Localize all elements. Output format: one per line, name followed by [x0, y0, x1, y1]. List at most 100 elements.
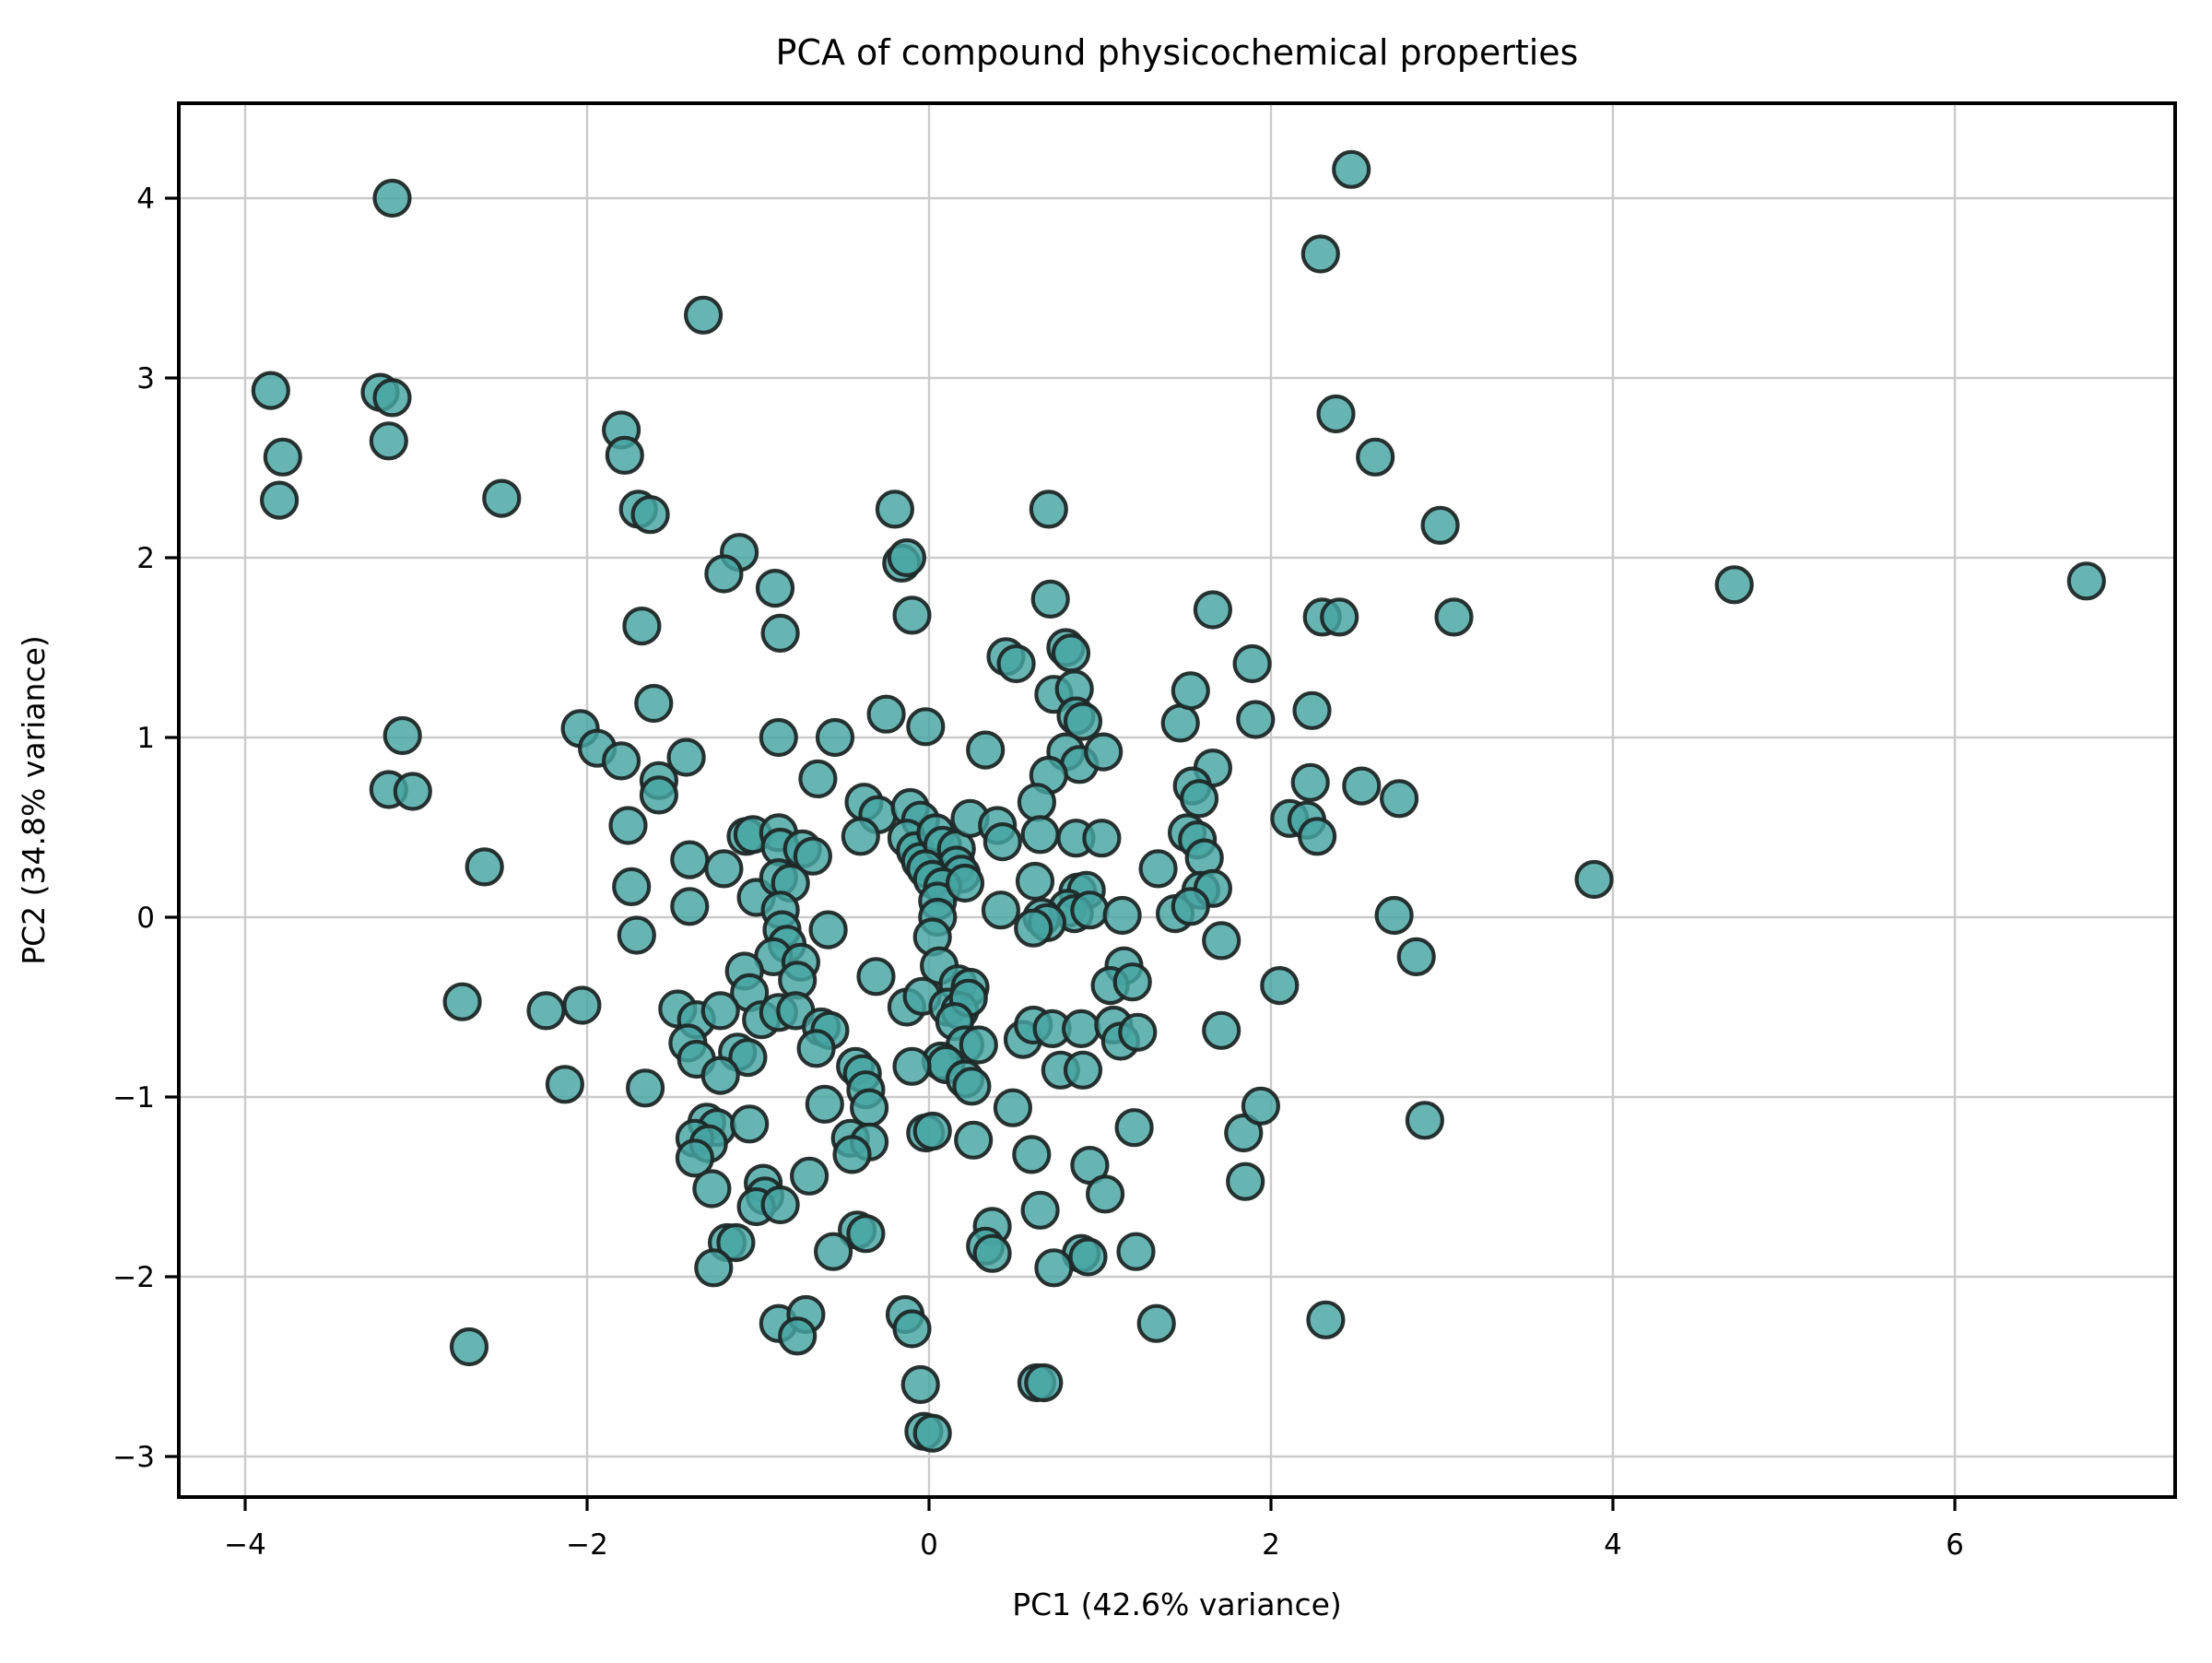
data-point	[892, 1309, 932, 1349]
data-point	[1405, 1101, 1445, 1140]
data-point	[1029, 489, 1068, 529]
data-point	[1193, 590, 1233, 630]
data-point	[545, 1065, 585, 1104]
data-point	[760, 1185, 800, 1225]
data-point	[1316, 394, 1356, 434]
data-point	[704, 554, 744, 594]
data-point	[832, 1135, 872, 1174]
data-point	[959, 1025, 998, 1065]
data-point	[755, 568, 795, 608]
data-point	[982, 821, 1022, 862]
data-point	[1012, 1135, 1052, 1174]
tick-labels: −4 −2 0 2 4 6 −3 −2 −1 0 1 2 3 4	[112, 183, 1964, 1562]
y-tick-label: 2	[136, 542, 155, 575]
data-point	[798, 759, 838, 799]
data-point	[892, 1046, 932, 1086]
data-point	[1179, 779, 1219, 819]
data-point	[393, 772, 432, 811]
data-point	[856, 957, 896, 997]
axis-ticks	[165, 196, 1957, 1511]
data-point	[1116, 1232, 1156, 1271]
data-point	[887, 537, 927, 578]
y-tick-label: 0	[136, 902, 155, 935]
data-point	[1085, 1174, 1125, 1214]
data-point	[954, 1120, 994, 1160]
data-point	[1379, 779, 1419, 819]
data-point	[1082, 819, 1122, 858]
data-point	[1138, 849, 1178, 889]
data-point	[1051, 633, 1091, 673]
data-point	[841, 817, 880, 856]
data-point	[796, 1029, 836, 1068]
data-point	[1332, 149, 1371, 189]
data-point	[683, 295, 724, 335]
data-point	[1236, 700, 1276, 739]
data-point	[442, 982, 482, 1021]
data-point	[1300, 234, 1340, 274]
chart-title: PCA of compound physicochemical properti…	[776, 32, 1579, 73]
y-axis-label: PC2 (34.8% variance)	[16, 635, 52, 965]
data-point	[369, 421, 408, 461]
data-point	[1171, 887, 1210, 926]
data-point	[622, 606, 662, 646]
data-point	[912, 1111, 952, 1151]
data-point	[1202, 1010, 1241, 1050]
data-point	[1014, 908, 1053, 948]
data-point	[1356, 437, 1395, 477]
data-point	[1202, 921, 1241, 961]
data-point	[892, 596, 932, 635]
data-point	[694, 1248, 734, 1288]
data-point	[759, 717, 798, 758]
data-point	[1574, 859, 1614, 900]
plot-frame	[177, 101, 2177, 1499]
y-tick-label: 1	[136, 722, 155, 755]
data-point	[612, 867, 652, 907]
data-point	[900, 1364, 940, 1405]
data-point	[1114, 1108, 1154, 1148]
data-point	[793, 836, 833, 876]
data-point	[716, 1222, 756, 1263]
data-point	[639, 775, 679, 815]
data-point	[1020, 1190, 1060, 1230]
x-tick-label: −2	[566, 1528, 608, 1562]
y-tick-label: 3	[136, 362, 155, 395]
data-point	[1260, 965, 1300, 1006]
data-point	[1374, 895, 1414, 936]
data-point	[1290, 762, 1330, 802]
data-point	[808, 910, 848, 949]
data-point	[692, 1169, 732, 1209]
data-point	[465, 847, 504, 887]
data-point	[1084, 732, 1124, 772]
grid-lines	[179, 103, 2175, 1497]
x-tick-label: −4	[224, 1528, 266, 1562]
y-tick-label: 4	[136, 183, 155, 216]
data-point	[675, 1138, 715, 1178]
data-point	[670, 887, 710, 926]
data-point	[815, 717, 855, 758]
data-point	[906, 707, 946, 747]
data-point	[1030, 579, 1070, 619]
data-point	[813, 1232, 853, 1271]
data-point	[1241, 1086, 1281, 1126]
data-point	[1118, 1012, 1158, 1052]
data-point	[789, 1156, 830, 1196]
data-point	[1396, 937, 1436, 977]
x-tick-label: 6	[1946, 1528, 1964, 1562]
data-point	[670, 840, 710, 879]
data-point	[704, 849, 744, 889]
data-point	[952, 1067, 992, 1106]
data-point	[1015, 861, 1055, 902]
data-point	[625, 1068, 665, 1108]
data-point	[1020, 815, 1060, 855]
data-point	[449, 1327, 489, 1367]
y-tick-label: −2	[112, 1261, 155, 1294]
data-point	[1061, 1008, 1101, 1049]
data-point	[634, 683, 674, 724]
data-point	[1292, 690, 1332, 730]
data-point	[251, 371, 290, 410]
x-tick-label: 2	[1262, 1528, 1280, 1562]
data-point	[760, 613, 800, 654]
data-point	[1714, 565, 1754, 605]
